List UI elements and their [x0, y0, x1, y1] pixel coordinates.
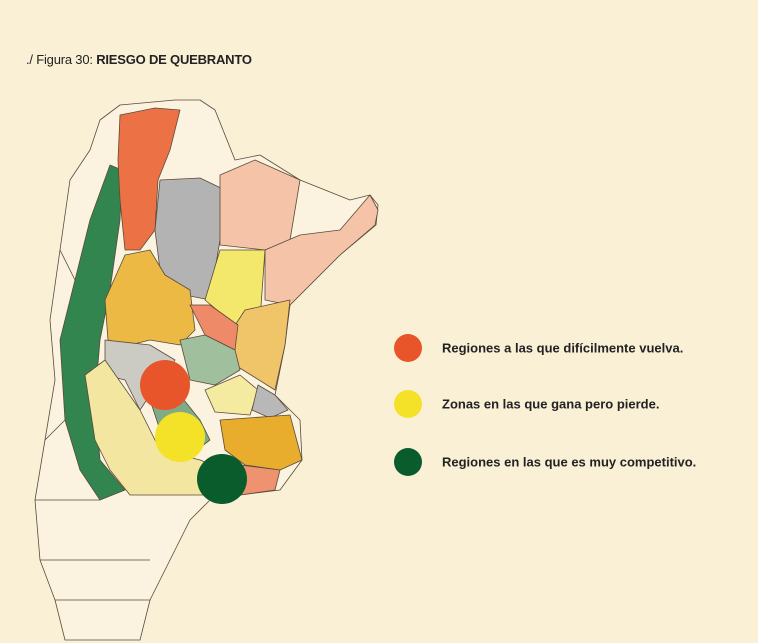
region: [179, 334, 241, 386]
region: [35, 249, 150, 601]
caption: ./ Figura 30: RIESGO DE QUEBRANTO: [26, 52, 252, 67]
map-marker: [155, 412, 205, 462]
legend-swatch: [394, 448, 422, 476]
figure-label: ./ Figura 30:: [26, 52, 93, 67]
figure-title: RIESGO DE QUEBRANTO: [96, 52, 252, 67]
legend-swatch: [394, 334, 422, 362]
region: [189, 304, 239, 351]
map-marker: [197, 454, 247, 504]
map-marker: [140, 360, 190, 410]
legend: Regiones a las que difícilmente vuelva. Z…: [394, 334, 696, 476]
region: [59, 164, 126, 501]
region: [251, 384, 289, 419]
map-regions: [34, 99, 379, 641]
legend-label: Zonas en las que gana pero pierde.: [442, 396, 659, 411]
region: [104, 249, 196, 346]
legend-swatch: [394, 390, 422, 418]
legend-label: Regiones a las que difícilmente vuelva.: [442, 340, 683, 355]
legend-label: Regiones en las que es muy competitivo.: [442, 454, 696, 469]
